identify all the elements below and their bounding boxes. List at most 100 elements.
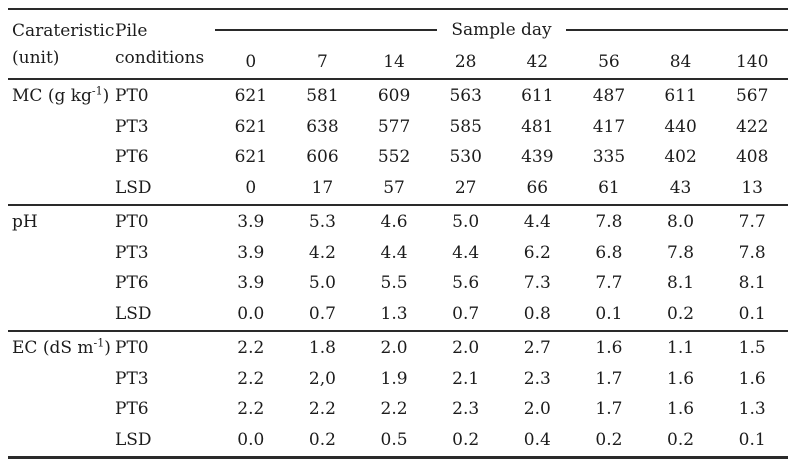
value-cell: 408 — [735, 147, 769, 168]
value-cell: 439 — [521, 147, 554, 168]
pile-conditions-header-line1: Pile — [115, 21, 148, 41]
sample-day-header-group: Sample day 0 7 14 28 42 56 84 140 — [215, 10, 788, 78]
value-cell: 606 — [306, 147, 339, 168]
value-cell: 577 — [377, 116, 411, 137]
value-cell: 0.7 — [452, 303, 480, 324]
value-cell: 0.7 — [308, 303, 336, 324]
pile-condition-cell: LSD — [115, 303, 152, 324]
value-cell: 13 — [741, 177, 763, 198]
value-cell: 621 — [234, 116, 268, 137]
spanner-left-rule — [215, 29, 438, 31]
value-cell: 57 — [383, 177, 405, 198]
characteristic-unit-exponent: -1 — [93, 336, 105, 350]
value-cell: 2.2 — [308, 399, 336, 420]
value-cell: 3.9 — [237, 273, 265, 294]
value-cell: 7.8 — [738, 242, 766, 263]
value-cell: 8.1 — [667, 273, 695, 294]
value-cell: 17 — [311, 177, 334, 198]
value-cell: 611 — [521, 86, 554, 107]
characteristic-header-line2: (unit) — [12, 48, 60, 68]
value-cell: 567 — [735, 86, 769, 107]
value-cell: 43 — [669, 177, 692, 198]
table-row: pH PT0 3.9 5.3 4.6 5.0 4.4 7.8 8.0 7.7 — [8, 207, 788, 238]
value-cell: 5.5 — [380, 273, 408, 294]
value-cell: 2.3 — [452, 399, 480, 420]
pile-condition-cell: PT6 — [115, 147, 149, 168]
value-cell: 1.6 — [738, 368, 766, 389]
value-cell: 4.4 — [523, 212, 551, 233]
section-divider-rule — [8, 330, 788, 332]
characteristic-label-close: ) — [104, 338, 111, 359]
day-column-header: 42 — [526, 52, 549, 72]
value-cell: 0.2 — [667, 303, 695, 324]
value-cell: 1.9 — [380, 368, 408, 389]
table-row: MC (g kg-1) PT0 621 581 609 563 611 487 611 567 — [8, 81, 788, 112]
value-cell: 27 — [454, 177, 477, 198]
value-cell: 581 — [306, 86, 339, 107]
table-row: LSD 0.0 0.7 1.3 0.7 0.8 0.1 0.2 0.1 — [8, 299, 788, 330]
value-cell: 530 — [449, 147, 482, 168]
value-cell: 481 — [521, 116, 554, 137]
table-row: PT6 3.9 5.0 5.5 5.6 7.3 7.7 8.1 8.1 — [8, 268, 788, 299]
value-cell: 611 — [664, 86, 697, 107]
table-section: pH PT0 3.9 5.3 4.6 5.0 4.4 7.8 8.0 7.7 PT3 3.9 4.2 4.… — [8, 206, 788, 330]
value-cell: 1.3 — [380, 303, 408, 324]
table-body: MC (g kg-1) PT0 621 581 609 563 611 487 611 567 PT… — [8, 80, 788, 459]
table-header: Carateristic (unit) Pile conditions Samp… — [8, 10, 788, 78]
value-cell: 2.2 — [237, 368, 265, 389]
value-cell: 402 — [664, 147, 697, 168]
value-cell: 2.2 — [237, 338, 265, 359]
pile-condition-cell: PT3 — [115, 116, 149, 137]
value-cell: 422 — [735, 116, 769, 137]
value-cell: 1.7 — [595, 368, 623, 389]
day-column-header: 28 — [454, 52, 477, 72]
value-cell: 1.8 — [308, 338, 336, 359]
value-cell: 417 — [592, 116, 626, 137]
value-cell: 563 — [449, 86, 482, 107]
value-cell: 2,0 — [308, 368, 336, 389]
value-cell: 0.2 — [667, 429, 695, 450]
pile-condition-cell: PT6 — [115, 273, 149, 294]
value-cell: 8.1 — [738, 273, 766, 294]
value-cell: 621 — [234, 147, 268, 168]
day-column-header: 0 — [245, 52, 257, 72]
value-cell: 1.6 — [595, 338, 623, 359]
day-column-header: 84 — [669, 52, 692, 72]
value-cell: 7.3 — [523, 273, 551, 294]
sample-day-label: Sample day — [451, 20, 552, 40]
value-cell: 0.8 — [523, 303, 551, 324]
pile-condition-cell: PT3 — [115, 368, 149, 389]
characteristic-label-text: pH — [12, 212, 38, 233]
value-cell: 0.2 — [452, 429, 480, 450]
characteristic-header-line1: Carateristic — [12, 21, 115, 41]
value-cell: 7.7 — [738, 212, 766, 233]
value-cell: 609 — [377, 86, 411, 107]
characteristic-label: MC (g kg-1) — [8, 86, 115, 107]
pile-condition-cell: PT6 — [115, 399, 149, 420]
value-cell: 0.5 — [380, 429, 408, 450]
value-cell: 2.7 — [523, 338, 551, 359]
pile-condition-cell: PT0 — [115, 86, 149, 107]
day-column-header: 140 — [735, 52, 769, 72]
sample-day-spanner: Sample day — [215, 20, 788, 40]
value-cell: 621 — [234, 86, 268, 107]
value-cell: 2.0 — [523, 399, 551, 420]
value-cell: 1.7 — [595, 399, 623, 420]
value-cell: 2.0 — [380, 338, 408, 359]
table-row: EC (dS m-1) PT0 2.2 1.8 2.0 2.0 2.7 1.6 1.1 1.5 — [8, 333, 788, 364]
value-cell: 7.8 — [667, 242, 695, 263]
pile-condition-cell: LSD — [115, 177, 152, 198]
table-row: PT6 2.2 2.2 2.2 2.3 2.0 1.7 1.6 1.3 — [8, 394, 788, 425]
value-cell: 0.2 — [595, 429, 623, 450]
value-cell: 638 — [306, 116, 339, 137]
value-cell: 3.9 — [237, 242, 265, 263]
value-cell: 2.0 — [452, 338, 480, 359]
pile-condition-cell: PT3 — [115, 242, 149, 263]
value-cell: 7.7 — [595, 273, 623, 294]
value-cell: 552 — [377, 147, 411, 168]
value-cell: 5.0 — [308, 273, 336, 294]
value-cell: 4.4 — [380, 242, 408, 263]
value-cell: 1.5 — [738, 338, 766, 359]
results-table: Carateristic (unit) Pile conditions Samp… — [8, 8, 788, 459]
value-cell: 2.2 — [237, 399, 265, 420]
